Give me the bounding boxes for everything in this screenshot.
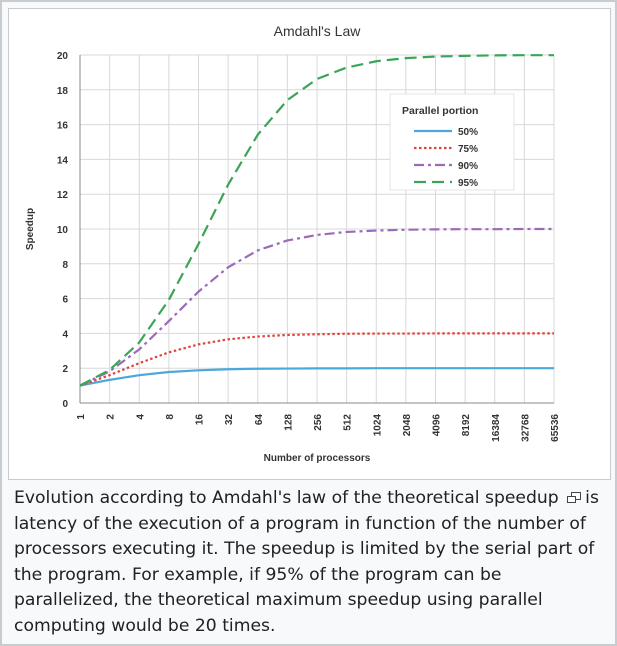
- x-tick-label: 128: [283, 414, 294, 431]
- y-tick-label: 0: [62, 399, 68, 410]
- x-tick-label: 64: [254, 414, 265, 426]
- x-tick-label: 32768: [520, 414, 531, 442]
- x-tick-label: 32: [224, 414, 235, 426]
- x-tick-label: 2: [106, 414, 117, 420]
- legend-label: 50%: [458, 127, 478, 138]
- caption-text: Evolution according to Amdahl's law of t…: [14, 488, 599, 636]
- x-tick-label: 16384: [491, 414, 502, 442]
- x-axis-label: Number of processors: [264, 453, 371, 464]
- y-tick-label: 10: [57, 225, 69, 236]
- figure-caption: Evolution according to Amdahl's law of t…: [14, 486, 604, 639]
- x-tick-label: 4096: [432, 414, 443, 437]
- figure-image: 0 2 4 6 8 10 12 14 16 18 20 1 2 4 8 16 32 64 128 256 512 1024…: [8, 8, 611, 480]
- x-tick-label: 4: [135, 414, 146, 420]
- series-line-95pct: [79, 54, 554, 387]
- y-tick-label: 2: [62, 364, 68, 375]
- x-tick-label: 8: [165, 414, 176, 420]
- y-tick-label: 8: [62, 260, 68, 271]
- series-line-50pct: [79, 367, 554, 387]
- y-tick-label: 14: [57, 155, 69, 166]
- y-tick-label: 20: [57, 51, 69, 62]
- legend-title: Parallel portion: [402, 105, 478, 117]
- chart-title: Amdahl's Law: [274, 23, 362, 39]
- legend-label: 75%: [458, 144, 478, 155]
- legend-box: [389, 93, 515, 191]
- x-tick-label: 512: [343, 414, 354, 431]
- x-tick-label: 16: [195, 414, 206, 426]
- y-tick-label: 4: [62, 329, 68, 340]
- x-tick-label: 1: [76, 414, 87, 420]
- x-tick-label: 65536: [550, 414, 561, 442]
- legend-label: 90%: [458, 161, 478, 172]
- y-tick-label: 18: [57, 86, 69, 97]
- x-tick-label: 2048: [402, 414, 413, 437]
- y-tick-label: 16: [57, 121, 69, 132]
- series-line-90pct: [79, 227, 554, 387]
- x-tick-label: 1024: [372, 414, 383, 437]
- x-tick-label: 8192: [461, 414, 472, 437]
- enlarge-icon[interactable]: [566, 492, 581, 503]
- y-axis-label: Speedup: [25, 208, 36, 250]
- legend-label: 95%: [458, 178, 478, 189]
- y-tick-label: 12: [57, 190, 69, 201]
- y-tick-label: 6: [62, 295, 68, 306]
- x-tick-label: 256: [313, 414, 324, 431]
